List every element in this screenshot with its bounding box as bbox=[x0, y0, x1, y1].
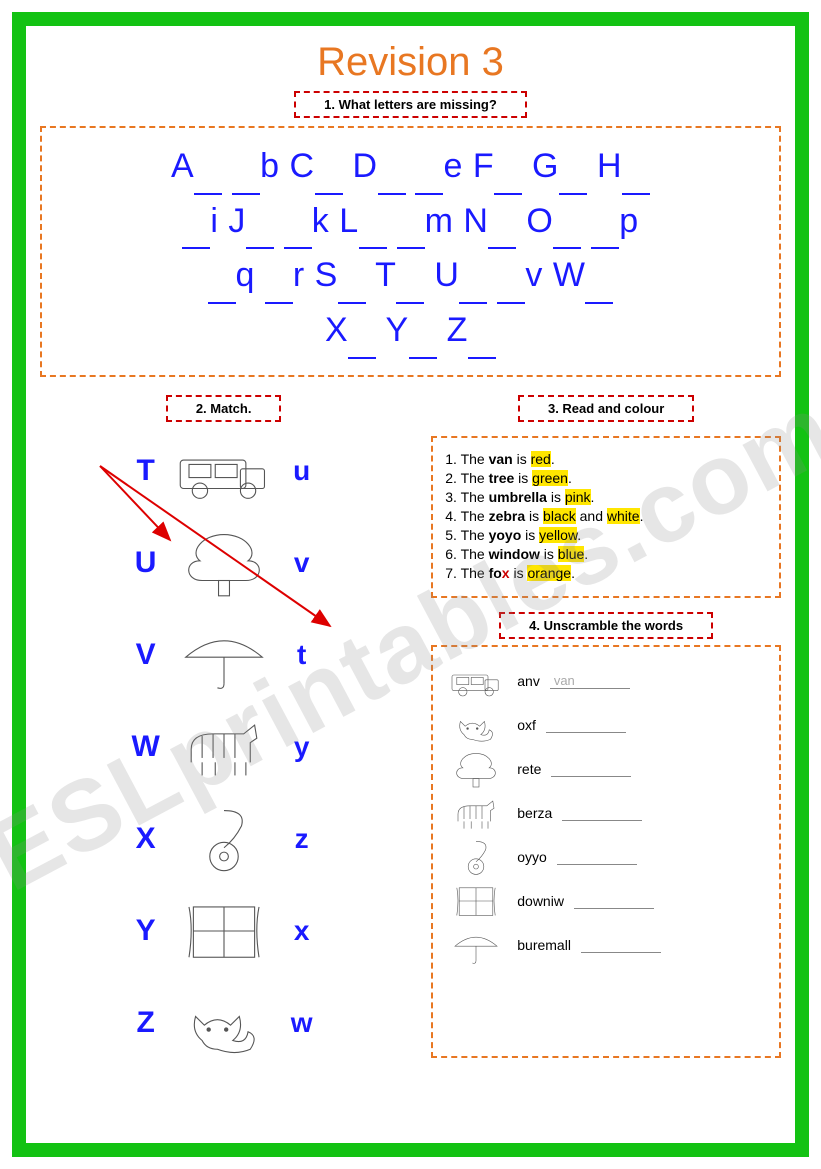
unscramble-row: berza bbox=[445, 793, 767, 833]
unscramble-row: rete bbox=[445, 749, 767, 789]
answer-blank[interactable] bbox=[551, 761, 631, 777]
section1-label-wrap: 1. What letters are missing? bbox=[40, 91, 781, 118]
match-picture-zebra[interactable] bbox=[164, 712, 284, 782]
read-line: 5. The yoyo is yellow. bbox=[445, 527, 767, 543]
match-left-letter[interactable]: V bbox=[128, 638, 164, 672]
unscramble-pic-zebra bbox=[445, 793, 507, 833]
read-line: 1. The van is red. bbox=[445, 451, 767, 467]
match-right-letter[interactable]: w bbox=[284, 1007, 320, 1039]
answer-blank[interactable] bbox=[546, 717, 626, 733]
match-left-letter[interactable]: X bbox=[128, 822, 164, 856]
scrambled-word: buremall bbox=[517, 937, 571, 953]
match-picture-van[interactable] bbox=[164, 436, 284, 506]
match-left-letter[interactable]: T bbox=[128, 454, 164, 488]
scrambled-word: rete bbox=[517, 761, 541, 777]
unscramble-pic-tree bbox=[445, 749, 507, 789]
match-right-letter[interactable]: u bbox=[284, 455, 320, 487]
match-right-letter[interactable]: t bbox=[284, 639, 320, 671]
read-line: 7. The fox is orange. bbox=[445, 565, 767, 581]
unscramble-row: oxf bbox=[445, 705, 767, 745]
letters-line: i J k L m N O p bbox=[60, 195, 761, 250]
match-right-letter[interactable]: z bbox=[284, 823, 320, 855]
answer-blank[interactable] bbox=[581, 937, 661, 953]
match-left-letter[interactable]: Y bbox=[128, 914, 164, 948]
match-right-letter[interactable]: x bbox=[284, 915, 320, 947]
unscramble-pic-window bbox=[445, 881, 507, 921]
section2-label-wrap: 2. Match. bbox=[40, 395, 407, 422]
answer-blank[interactable]: van bbox=[550, 673, 630, 689]
missing-letters-box: A b C D e F G H i J k L m N O p q r S T … bbox=[40, 126, 781, 377]
read-colour-box: 1. The van is red. 2. The tree is green. 3… bbox=[431, 436, 781, 598]
scrambled-word: anv bbox=[517, 673, 540, 689]
unscramble-pic-fox bbox=[445, 705, 507, 745]
unscramble-pic-umbrella bbox=[445, 925, 507, 965]
read-line: 2. The tree is green. bbox=[445, 470, 767, 486]
unscramble-box: anv van oxf rete berza oyyo downiw burem… bbox=[431, 645, 781, 1058]
scrambled-word: oyyo bbox=[517, 849, 547, 865]
answer-blank[interactable] bbox=[557, 849, 637, 865]
read-line: 6. The window is blue. bbox=[445, 546, 767, 562]
match-area: Tu Uv Vt Wy Xz Yx Zw bbox=[40, 430, 407, 1058]
match-left-letter[interactable]: W bbox=[128, 730, 164, 764]
unscramble-pic-van bbox=[445, 661, 507, 701]
section3-label-wrap: 3. Read and colour bbox=[431, 395, 781, 422]
section1-label: 1. What letters are missing? bbox=[294, 91, 527, 118]
read-line: 3. The umbrella is pink. bbox=[445, 489, 767, 505]
unscramble-pic-yoyo bbox=[445, 837, 507, 877]
letters-line: A b C D e F G H bbox=[60, 140, 761, 195]
section4-label: 4. Unscramble the words bbox=[499, 612, 713, 639]
answer-blank[interactable] bbox=[562, 805, 642, 821]
unscramble-row: buremall bbox=[445, 925, 767, 965]
page-title: Revision 3 bbox=[40, 40, 781, 85]
match-left-letter[interactable]: Z bbox=[128, 1006, 164, 1040]
match-left-letter[interactable]: U bbox=[128, 546, 164, 580]
unscramble-row: anv van bbox=[445, 661, 767, 701]
match-picture-umbrella[interactable] bbox=[164, 620, 284, 690]
match-right-letter[interactable]: v bbox=[284, 547, 320, 579]
section3-label: 3. Read and colour bbox=[518, 395, 694, 422]
match-picture-tree[interactable] bbox=[164, 528, 284, 598]
match-right-letter[interactable]: y bbox=[284, 731, 320, 763]
answer-blank[interactable] bbox=[574, 893, 654, 909]
match-picture-yoyo[interactable] bbox=[164, 804, 284, 874]
match-picture-fox[interactable] bbox=[164, 988, 284, 1058]
section2-label: 2. Match. bbox=[166, 395, 282, 422]
unscramble-row: downiw bbox=[445, 881, 767, 921]
content-area: Revision 3 1. What letters are missing? … bbox=[40, 40, 781, 1129]
scrambled-word: berza bbox=[517, 805, 552, 821]
letters-line: q r S T U v W bbox=[60, 249, 761, 304]
scrambled-word: downiw bbox=[517, 893, 564, 909]
letters-line: X Y Z bbox=[60, 304, 761, 359]
unscramble-row: oyyo bbox=[445, 837, 767, 877]
match-picture-window[interactable] bbox=[164, 896, 284, 966]
read-line: 4. The zebra is black and white. bbox=[445, 508, 767, 524]
scrambled-word: oxf bbox=[517, 717, 536, 733]
section4-label-wrap: 4. Unscramble the words bbox=[431, 612, 781, 639]
